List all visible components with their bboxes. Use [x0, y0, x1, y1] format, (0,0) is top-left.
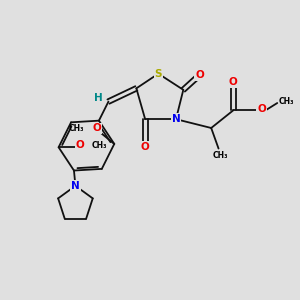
Text: CH₃: CH₃	[92, 141, 107, 150]
Text: O: O	[76, 140, 85, 150]
Text: O: O	[92, 123, 101, 134]
Text: N: N	[71, 181, 80, 191]
Text: CH₃: CH₃	[68, 124, 84, 133]
Text: O: O	[257, 104, 266, 114]
Text: O: O	[229, 77, 238, 88]
Text: N: N	[172, 114, 180, 124]
Text: O: O	[141, 142, 149, 152]
Text: O: O	[195, 70, 204, 80]
Text: H: H	[94, 93, 103, 103]
Text: CH₃: CH₃	[279, 97, 294, 106]
Text: CH₃: CH₃	[212, 152, 228, 160]
Text: S: S	[154, 69, 162, 79]
